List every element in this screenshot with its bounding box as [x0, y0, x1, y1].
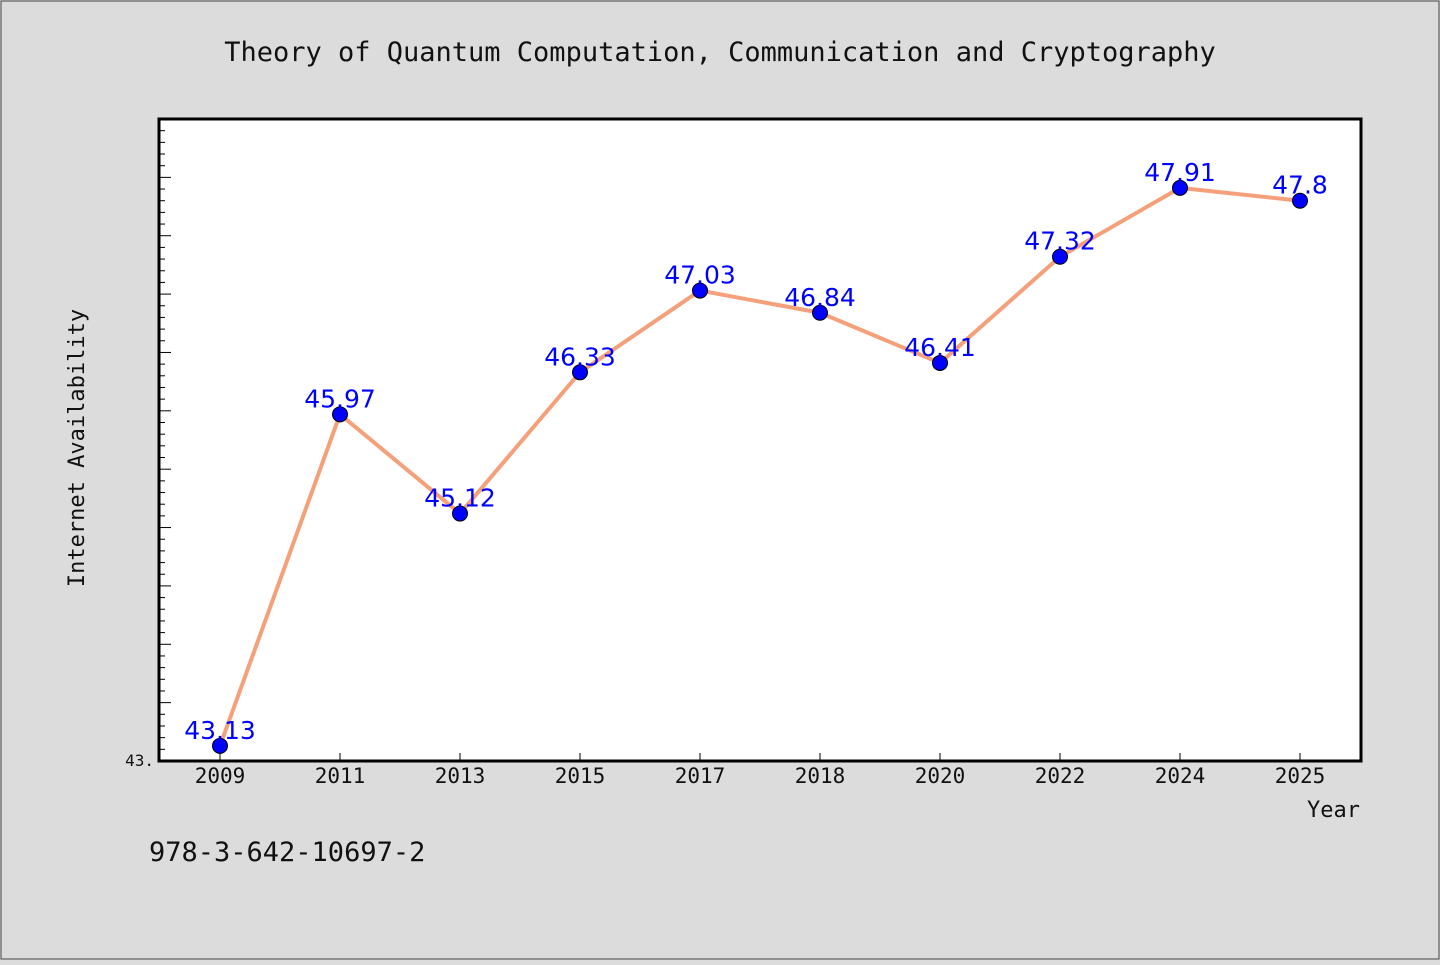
x-tick-label: 2013 — [435, 764, 486, 788]
data-point — [812, 304, 828, 321]
x-tick-label: 2017 — [675, 764, 726, 788]
x-tick-label: 2015 — [555, 764, 606, 788]
data-label: 46.33 — [544, 342, 616, 371]
data-point — [452, 505, 468, 522]
x-axis-ticks: 2009 2011 2013 2015 2017 2018 2020 2022 2024 2025 — [195, 753, 1326, 788]
y-axis-label: Internet Availability — [65, 309, 90, 587]
x-tick-label: 2020 — [915, 764, 966, 788]
chart-title: Theory of Quantum Computation, Communica… — [224, 37, 1216, 68]
data-label: 46.41 — [904, 333, 976, 362]
x-tick-label: 2022 — [1035, 764, 1086, 788]
y-axis-min-label: 43. — [125, 751, 154, 770]
data-point — [692, 282, 708, 299]
series-line — [218, 185, 1302, 748]
data-label: 45.12 — [424, 484, 496, 513]
data-point — [572, 364, 588, 381]
y-axis-ticks — [159, 130, 171, 750]
data-label: 47.32 — [1024, 227, 1096, 256]
data-point — [932, 354, 948, 371]
data-label: 47.8 — [1272, 171, 1328, 200]
data-point — [332, 406, 348, 423]
data-point — [212, 737, 228, 754]
data-label: 46.84 — [784, 283, 856, 312]
x-tick-label: 2011 — [315, 764, 366, 788]
data-point — [1292, 192, 1308, 209]
footer-isbn: 978-3-642-10697-2 — [149, 837, 425, 868]
data-point — [1052, 248, 1068, 265]
data-point — [1172, 179, 1188, 196]
data-label: 47.03 — [664, 261, 736, 290]
plot-area — [157, 117, 1363, 763]
x-tick-label: 2018 — [795, 764, 846, 788]
x-tick-label: 2024 — [1155, 764, 1206, 788]
x-axis-label: Year — [1307, 798, 1360, 823]
data-label: 45.97 — [304, 384, 376, 413]
x-tick-label: 2009 — [195, 764, 246, 788]
x-tick-label: 2025 — [1275, 764, 1326, 788]
data-label: 47.91 — [1144, 158, 1216, 187]
series-layer: 43.13 45.97 45.12 46.33 47.03 46.84 46.41 47.32… — [184, 158, 1328, 754]
data-label: 43.13 — [184, 716, 256, 745]
